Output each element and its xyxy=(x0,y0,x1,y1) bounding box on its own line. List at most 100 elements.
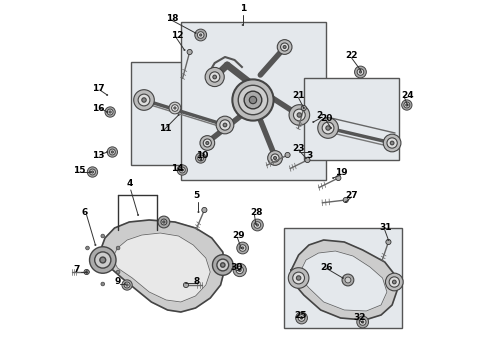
Text: 26: 26 xyxy=(320,264,332,273)
Circle shape xyxy=(296,276,300,280)
Circle shape xyxy=(106,94,108,96)
Circle shape xyxy=(87,167,98,177)
Circle shape xyxy=(343,197,347,203)
Circle shape xyxy=(244,91,261,109)
Text: 2: 2 xyxy=(316,111,322,120)
Circle shape xyxy=(216,116,233,134)
Circle shape xyxy=(209,72,220,82)
Circle shape xyxy=(249,96,256,104)
Circle shape xyxy=(240,247,242,249)
Text: 3: 3 xyxy=(305,150,311,159)
Circle shape xyxy=(169,102,181,114)
Circle shape xyxy=(89,169,95,175)
Circle shape xyxy=(158,216,169,228)
Circle shape xyxy=(107,147,117,157)
Text: 5: 5 xyxy=(193,192,199,201)
Circle shape xyxy=(361,321,362,323)
Circle shape xyxy=(233,264,246,276)
Text: 16: 16 xyxy=(92,104,105,113)
Text: 4: 4 xyxy=(126,179,132,188)
Circle shape xyxy=(85,270,89,274)
Text: 30: 30 xyxy=(230,264,242,273)
Circle shape xyxy=(354,66,366,78)
Circle shape xyxy=(111,151,113,153)
Circle shape xyxy=(301,105,305,111)
Circle shape xyxy=(238,269,239,271)
Circle shape xyxy=(179,167,185,173)
Circle shape xyxy=(84,269,89,275)
Text: 29: 29 xyxy=(232,230,244,239)
Circle shape xyxy=(288,105,309,125)
Circle shape xyxy=(199,34,202,36)
Circle shape xyxy=(138,94,150,106)
Circle shape xyxy=(255,223,256,225)
Text: 19: 19 xyxy=(335,167,347,176)
Circle shape xyxy=(341,277,343,279)
Circle shape xyxy=(199,157,202,159)
Text: 15: 15 xyxy=(73,166,86,175)
Polygon shape xyxy=(100,220,224,312)
Circle shape xyxy=(212,75,216,79)
Circle shape xyxy=(183,49,185,51)
Circle shape xyxy=(177,165,187,175)
Text: 25: 25 xyxy=(294,310,306,320)
Circle shape xyxy=(385,239,390,244)
Circle shape xyxy=(178,114,179,116)
Circle shape xyxy=(200,136,214,150)
Bar xyxy=(181,22,325,180)
Circle shape xyxy=(283,45,285,49)
Text: 24: 24 xyxy=(401,90,413,99)
Circle shape xyxy=(203,139,211,147)
Circle shape xyxy=(401,100,411,110)
Circle shape xyxy=(254,222,260,228)
Circle shape xyxy=(300,317,302,319)
Circle shape xyxy=(173,107,176,109)
Text: 12: 12 xyxy=(171,31,183,40)
Circle shape xyxy=(205,141,208,144)
Circle shape xyxy=(280,43,288,51)
Circle shape xyxy=(197,32,203,38)
Circle shape xyxy=(305,157,306,159)
Circle shape xyxy=(297,113,301,117)
Circle shape xyxy=(236,266,243,274)
Text: 23: 23 xyxy=(292,144,305,153)
Circle shape xyxy=(341,274,353,286)
Circle shape xyxy=(356,316,368,328)
Circle shape xyxy=(171,105,178,111)
Text: 22: 22 xyxy=(345,50,358,59)
Circle shape xyxy=(204,67,224,86)
Circle shape xyxy=(403,102,409,108)
Circle shape xyxy=(359,319,365,325)
Circle shape xyxy=(202,207,206,212)
Circle shape xyxy=(242,24,243,26)
Circle shape xyxy=(101,282,104,286)
Circle shape xyxy=(181,169,183,171)
Circle shape xyxy=(299,151,300,153)
Circle shape xyxy=(116,246,120,250)
Text: 32: 32 xyxy=(352,314,365,323)
Circle shape xyxy=(195,153,205,163)
Circle shape xyxy=(293,109,305,121)
Circle shape xyxy=(383,134,400,152)
Bar xyxy=(284,228,401,328)
Circle shape xyxy=(267,150,282,165)
Circle shape xyxy=(183,283,188,288)
Circle shape xyxy=(194,32,196,34)
Circle shape xyxy=(304,157,309,163)
Circle shape xyxy=(124,283,125,285)
Circle shape xyxy=(220,120,230,130)
Circle shape xyxy=(89,247,116,273)
Polygon shape xyxy=(300,251,386,311)
Circle shape xyxy=(220,263,224,267)
Circle shape xyxy=(116,270,120,274)
Circle shape xyxy=(91,171,93,173)
Circle shape xyxy=(161,219,166,225)
Circle shape xyxy=(298,315,304,321)
Circle shape xyxy=(359,71,361,73)
Circle shape xyxy=(239,245,245,251)
Circle shape xyxy=(100,257,105,263)
Circle shape xyxy=(95,244,96,246)
Circle shape xyxy=(232,80,273,121)
Circle shape xyxy=(133,90,154,110)
Circle shape xyxy=(277,40,291,54)
